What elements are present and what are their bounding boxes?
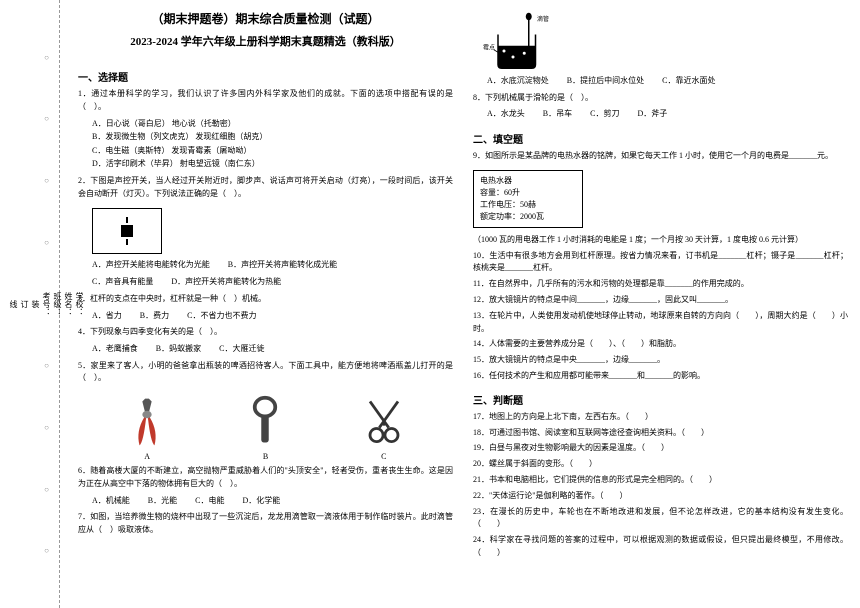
right-column: 滴管 霉点 A．水底沉淀物处 B．提拉后中间水位处 C．靠近水面处 8．下列机械… [473, 10, 848, 598]
hb1: 电热水器 [480, 175, 576, 187]
q9-stem: 9．如图所示是某品牌的电热水器的铭牌，如果它每天工作 1 小时，使用它一个月的电… [473, 150, 848, 163]
q8-stem: 8．下列机械属于滑轮的是（ ）。 [473, 92, 848, 105]
binding-margin: 学校： 姓名： 班级： 考号： 装 订 线 ○○○○○○○○○ [0, 0, 60, 608]
section-fill: 二、填空题 [473, 131, 848, 146]
q10: 10．生活中有很多地方会用到杠杆原理。按省力情况来看，订书机是_______杠杆… [473, 250, 848, 276]
q6a: A．机械能 [92, 494, 130, 508]
q2b: B．声控开关将声能转化成光能 [228, 258, 337, 272]
hb3: 工作电压：50赫 [480, 199, 576, 211]
q2-opts2: C．声音具有能量 D．声控开关将声能转化为热能 [78, 275, 453, 289]
lbl: 班级： [52, 292, 63, 316]
q19: 19．白昼与黑夜对生物影响最大的因素是温度。（ ） [473, 442, 848, 455]
q16: 16．任何技术的产生和应用都可能带来_______和_______的影响。 [473, 370, 848, 383]
sound-switch-diagram [92, 208, 162, 254]
q12: 12．放大镜镜片的特点是中间_______，边缘_______，固此又叫____… [473, 294, 848, 307]
q6-stem: 6．随着高楼大厦的不断建立，高空抛物严重威胁着人们的"头顶安全"，轻者受伤，重者… [78, 465, 453, 491]
lbl: 学校： [74, 292, 85, 316]
q8d: D．斧子 [637, 107, 667, 121]
q13: 13．在轮片中，人类使用发动机使地球停止转动，地球原来自转的方向向（ ），周期大… [473, 310, 848, 336]
heater-nameplate: 电热水器 容量：60升 工作电压：50赫 额定功率：2000瓦 [473, 170, 583, 228]
q6-opts: A．机械能 B．光能 C．电能 D．化学能 [78, 494, 453, 508]
q8b: B．吊车 [543, 107, 572, 121]
tool-scissors: C [356, 394, 412, 461]
paper-title: （期末押题卷）期末综合质量检测（试题） [78, 10, 453, 27]
q5-label-a: A [119, 452, 175, 461]
hb4: 额定功率：2000瓦 [480, 211, 576, 223]
q7b: B．提拉后中间水位处 [567, 74, 644, 88]
lbl: 线 [8, 300, 19, 308]
q3-stem: 3．杠杆的支点在中央时，杠杆就是一种（ ）机械。 [78, 293, 453, 306]
q3c: C．不省力也不费力 [187, 309, 256, 323]
q4-stem: 4．下列现象与四季变化有关的是（ ）。 [78, 326, 453, 339]
q1d: D．活字印刷术（毕昇） 射电望远镜（南仁东） [92, 157, 453, 171]
q6c: C．电能 [195, 494, 224, 508]
q8-opts: A．水龙头 B．吊车 C．剪刀 D．斧子 [473, 107, 848, 121]
lbl: 装 [30, 300, 41, 308]
left-column: （期末押题卷）期末综合质量检测（试题） 2023-2024 学年六年级上册科学期… [78, 10, 453, 598]
q9-note: （1000 瓦的用电器工作 1 小时消耗的电能是 1 度；一个月按 30 天计算… [473, 234, 848, 247]
q7c: C．靠近水面处 [662, 74, 715, 88]
q8c: C．剪刀 [590, 107, 619, 121]
q6d: D．化学能 [242, 494, 280, 508]
q8a: A．水龙头 [487, 107, 525, 121]
q20: 20．螺丝属于斜面的变形。（ ） [473, 458, 848, 471]
q5-stem: 5．家里来了客人，小明的爸爸拿出瓶装的啤酒招待客人。下面工具中，能方便地将啤酒瓶… [78, 360, 453, 386]
q21: 21．书本和电脑相比，它们提供的信息的形式是完全相同的。（ ） [473, 474, 848, 487]
tool-pliers: A [119, 394, 175, 461]
pliers-icon [119, 394, 175, 450]
q15: 15．放大镜镜片的特点是中央_______，边缘_______。 [473, 354, 848, 367]
q18: 18．可通过图书馆、阅读室和互联网等途径查询相关资料。（ ） [473, 427, 848, 440]
q5-label-b: B [237, 452, 293, 461]
hb2: 容量：60升 [480, 187, 576, 199]
q2d: D．声控开关将声能转化为热能 [171, 275, 281, 289]
lbl: 姓名： [63, 292, 74, 316]
scissors-icon [356, 394, 412, 450]
dropper-top-label: 滴管 [537, 15, 549, 23]
q2-opts: A．声控开关能将电能转化为光能 B．声控开关将声能转化成光能 [78, 258, 453, 272]
tool-opener: B [237, 394, 293, 461]
q2c: C．声音具有能量 [92, 275, 153, 289]
bottle-opener-icon [237, 394, 293, 450]
q4a: A．老鹰捕食 [92, 342, 138, 356]
q5-images: A B C [78, 394, 453, 461]
q6b: B．光能 [148, 494, 177, 508]
q1-opts: A．日心说（哥白尼） 地心说（托勒密） B．发现微生物（列文虎克） 发现红细胞（… [78, 117, 453, 171]
q3a: A．省力 [92, 309, 122, 323]
q2-stem: 2．下图是声控开关，当人经过开关附近时，脚步声、说话声可将开关启动（灯亮），一段… [78, 175, 453, 201]
q5-label-c: C [356, 452, 412, 461]
section-judge: 三、判断题 [473, 392, 848, 407]
q1b: B．发现微生物（列文虎克） 发现红细胞（胡克） [92, 130, 453, 144]
page-content: （期末押题卷）期末综合质量检测（试题） 2023-2024 学年六年级上册科学期… [60, 0, 860, 608]
q11: 11．在自然界中，几乎所有的污水和污物的处理都是靠_______的作用完成的。 [473, 278, 848, 291]
q3-opts: A．省力 B．费力 C．不省力也不费力 [78, 309, 453, 323]
q4b: B．蚂蚁搬家 [156, 342, 201, 356]
q2a: A．声控开关能将电能转化为光能 [92, 258, 210, 272]
q7-stem-part1: 7．如图，当培养微生物的烧杯中出现了一些沉淀后，龙龙用滴管取一滴液体用于制作临时… [78, 511, 453, 537]
binding-dots: ○○○○○○○○○ [44, 0, 49, 608]
q3b: B．费力 [140, 309, 169, 323]
q14: 14．人体需要的主要营养成分是（ ）、（ ）和脂肪。 [473, 338, 848, 351]
section-choice: 一、选择题 [78, 69, 453, 84]
q4c: C．大雁迁徙 [219, 342, 264, 356]
q7-opts: A．水底沉淀物处 B．提拉后中间水位处 C．靠近水面处 [473, 74, 848, 88]
q1-stem: 1．通过本册科学的学习，我们认识了许多国内外科学家及他们的成就。下面的选项中搭配… [78, 88, 453, 114]
dropper-left-label: 霉点 [483, 44, 495, 52]
q4-opts: A．老鹰捕食 B．蚂蚁搬家 C．大雁迁徙 [78, 342, 453, 356]
q7a: A．水底沉淀物处 [487, 74, 549, 88]
dropper-diagram: 滴管 霉点 [483, 12, 573, 72]
q23: 23．在漫长的历史中，车轮也在不断地改进和发展，但不论怎样改进，它的基本结构没有… [473, 506, 848, 532]
q1a: A．日心说（哥白尼） 地心说（托勒密） [92, 117, 453, 131]
q22: 22．"天体运行论"是伽利略的著作。（ ） [473, 490, 848, 503]
paper-subtitle: 2023-2024 学年六年级上册科学期末真题精选（教科版） [78, 33, 453, 49]
q1c: C．电生磁（奥斯特） 发现青霉素（屠呦呦） [92, 144, 453, 158]
q24: 24．科学家在寻找问题的答案的过程中，可以根据观测的数据或假设，但只提出最终模型… [473, 534, 848, 560]
q17: 17．地图上的方向是上北下南，左西右东。（ ） [473, 411, 848, 424]
lbl: 订 [19, 300, 30, 308]
